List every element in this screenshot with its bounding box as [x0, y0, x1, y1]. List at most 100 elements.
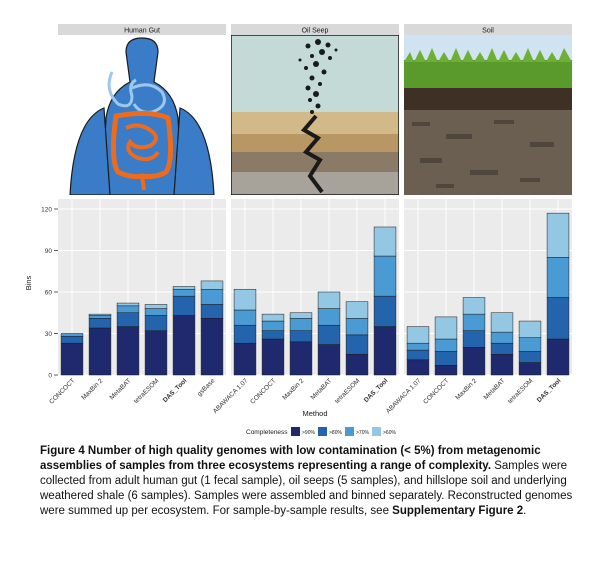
bar-soil-metabat-60 [490, 312, 514, 333]
plot-background [58, 199, 226, 375]
bar-soil-metabat-80 [490, 342, 514, 355]
x-tick-label-soil-maxbin-2: MaxBin 2 [454, 377, 478, 401]
human-gut-illustration [58, 35, 226, 195]
x-tick-label-oil-seep-tetraesom: tetraESOM [334, 377, 362, 405]
bar-human-gut-tetraesom-90 [144, 330, 168, 376]
y-tick-label-30: 30 [45, 331, 53, 338]
bar-soil-concoct-80 [434, 351, 458, 366]
bar-oil-seep-das-tool-60 [373, 226, 397, 257]
y-axis-title: Bins [24, 275, 33, 290]
bar-soil-concoct-70 [434, 338, 458, 352]
bar-oil-seep-metabat-60 [317, 291, 341, 309]
bar-human-gut-maxbin-2-60 [88, 313, 112, 316]
bar-oil-seep-maxbin-2-80 [289, 330, 313, 343]
facet-title-soil: Soil [482, 28, 494, 35]
bar-soil-abawaca-1-07-80 [406, 349, 430, 361]
bar-oil-seep-abawaca-1-07-70 [233, 309, 257, 326]
bar-oil-seep-abawaca-1-07-60 [233, 288, 257, 311]
bar-human-gut-metabat-60 [116, 302, 140, 307]
bar-soil-concoct-60 [434, 316, 458, 340]
plot-background [404, 199, 572, 375]
x-tick-label-oil-seep-maxbin-2: MaxBin 2 [281, 377, 305, 401]
bar-human-gut-concoct-70 [60, 333, 84, 337]
y-tick-label-0: 0 [48, 372, 52, 379]
bar-human-gut-metabat-80 [116, 312, 140, 327]
bar-soil-das-tool-60 [546, 212, 570, 258]
bar-soil-das-tool-90 [546, 338, 570, 376]
x-tick-label-human-gut-concoct: CONCOCT [48, 377, 76, 405]
y-tick-label-120: 120 [41, 206, 52, 213]
figure-caption: Figure 4 Number of high quality genomes … [40, 444, 592, 519]
bar-oil-seep-concoct-80 [261, 330, 285, 340]
y-tick-label-60: 60 [45, 289, 53, 296]
bar-soil-das-tool-70 [546, 257, 570, 298]
bar-oil-seep-tetraesom-80 [345, 334, 369, 355]
soil-texture [412, 120, 554, 188]
bar-human-gut-das-tool-80 [172, 295, 196, 316]
x-tick-label-human-gut-das-tool: DAS_Tool [162, 377, 189, 404]
x-tick-label-soil-abawaca-1-07: ABAWACA 1.07 [385, 377, 423, 415]
bar-oil-seep-concoct-70 [261, 320, 285, 331]
plot-background [231, 199, 399, 375]
bar-human-gut-maxbin-2-80 [88, 318, 112, 329]
bar-oil-seep-maxbin-2-60 [289, 312, 313, 319]
bar-oil-seep-tetraesom-90 [345, 354, 369, 376]
bar-oil-seep-metabat-80 [317, 324, 341, 345]
oil-bubbles [298, 39, 338, 114]
y-tick-label-90: 90 [45, 248, 53, 255]
bar-soil-tetraesom-80 [518, 351, 542, 363]
bar-oil-seep-das-tool-90 [373, 326, 397, 376]
legend-label-2: >70% [356, 430, 369, 436]
x-tick-label-oil-seep-das-tool: DAS_Tool [363, 377, 390, 404]
bar-oil-seep-das-tool-70 [373, 255, 397, 297]
facet-title-oil-seep: Oil Seep [302, 28, 329, 35]
bar-soil-maxbin-2-90 [462, 347, 486, 376]
facet-strip-human-gut: Human Gut [58, 24, 226, 35]
legend-label-0: >90% [302, 430, 315, 436]
bar-soil-tetraesom-70 [518, 337, 542, 352]
bar-human-gut-das-tool-60 [172, 286, 196, 290]
bar-oil-seep-abawaca-1-07-80 [233, 324, 257, 344]
x-axis-title: Method [302, 409, 327, 418]
bar-soil-metabat-70 [490, 331, 514, 344]
bar-soil-tetraesom-60 [518, 320, 542, 338]
caption-lead: Figure 4 Number of high quality genomes … [40, 445, 541, 472]
bar-human-gut-concoct-80 [60, 336, 84, 344]
bar-soil-maxbin-2-70 [462, 313, 486, 331]
legend-swatch-3 [372, 427, 381, 436]
panel-human-gut [58, 199, 226, 376]
x-tick-label-soil-concoct: CONCOCT [422, 377, 450, 405]
facet-strip-soil: Soil [404, 24, 572, 35]
caption-supplementary-ref: Supplementary Figure 2 [392, 505, 524, 517]
bar-soil-abawaca-1-07-60 [406, 326, 430, 344]
facet-strip-oil-seep: Oil Seep [231, 24, 399, 35]
bar-human-gut-tetraesom-80 [144, 315, 168, 331]
bar-human-gut-concoct-90 [60, 342, 84, 376]
x-tick-label-oil-seep-metabat: MetaBAT [310, 377, 334, 401]
legend-swatch-2 [345, 427, 354, 436]
oil-seep-illustration [231, 35, 399, 195]
bar-oil-seep-concoct-60 [261, 313, 285, 322]
bar-human-gut-tetraesom-70 [144, 308, 168, 316]
caption-body: Samples were collected from adult human … [40, 460, 573, 517]
panel-soil [404, 199, 572, 376]
legend: Completeness >90% >80% >70% >60% [246, 427, 396, 436]
bar-oil-seep-tetraesom-70 [345, 318, 369, 336]
soil-illustration [404, 35, 572, 195]
caption-end: . [523, 505, 527, 517]
bar-soil-tetraesom-90 [518, 362, 542, 376]
bar-human-gut-metabat-70 [116, 305, 140, 314]
bar-soil-abawaca-1-07-90 [406, 359, 430, 376]
stacked-bar-chart [58, 199, 572, 376]
facet-title-human-gut: Human Gut [124, 28, 160, 35]
bar-oil-seep-maxbin-2-90 [289, 341, 313, 376]
bar-human-gut-das-tool-90 [172, 315, 196, 376]
bar-human-gut-tetraesom-60 [144, 304, 168, 309]
bar-human-gut-metabat-90 [116, 326, 140, 376]
x-tick-label-human-gut-tetraesom: tetraESOM [133, 377, 161, 405]
bar-oil-seep-metabat-70 [317, 308, 341, 326]
bar-human-gut-maxbin-2-90 [88, 327, 112, 376]
bar-oil-seep-maxbin-2-70 [289, 318, 313, 331]
legend-swatch-1 [318, 427, 327, 436]
